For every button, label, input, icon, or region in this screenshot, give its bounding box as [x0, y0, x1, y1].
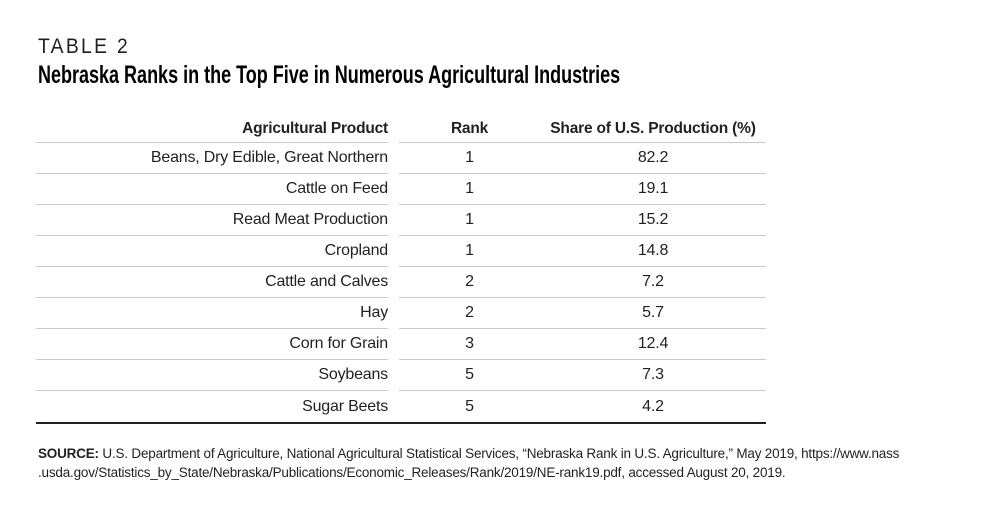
rank-share-group: 5 4.2 [399, 391, 766, 422]
table-kicker: TABLE 2 [38, 35, 130, 58]
rank-cell: 3 [465, 335, 474, 352]
column-gap [388, 391, 399, 422]
column-header-product: Agricultural Product [36, 115, 388, 143]
column-gap [388, 236, 399, 267]
table-row: Cropland 1 14.8 [36, 236, 766, 267]
product-cell: Cattle on Feed [36, 174, 388, 205]
table-row: Cattle on Feed 1 19.1 [36, 174, 766, 205]
share-cell: 12.4 [637, 335, 669, 352]
rank-share-group: 1 15.2 [399, 205, 766, 236]
share-cell: 5.7 [642, 304, 664, 321]
rank-share-group: 5 7.3 [399, 360, 766, 391]
table-row: Corn for Grain 3 12.4 [36, 329, 766, 360]
rank-cell: 1 [465, 211, 474, 228]
share-cell: 4.2 [642, 397, 664, 415]
product-cell: Beans, Dry Edible, Great Northern [36, 143, 388, 174]
rank-share-group: 1 19.1 [399, 174, 766, 205]
source-label: SOURCE: [38, 446, 99, 461]
rank-share-group: 1 82.2 [399, 143, 766, 174]
product-cell: Sugar Beets [302, 397, 388, 415]
table-body: Beans, Dry Edible, Great Northern 1 82.2… [36, 143, 766, 424]
rank-cell: 1 [465, 242, 474, 259]
source-line1: U.S. Department of Agriculture, National… [102, 446, 900, 461]
data-table: Agricultural Product Rank Share of U.S. … [36, 115, 766, 424]
table-row: Hay 2 5.7 [36, 298, 766, 329]
rank-cell: 5 [465, 366, 474, 383]
column-gap [388, 205, 399, 236]
table-row: Sugar Beets 5 4.2 [36, 391, 766, 424]
table-row: Soybeans 5 7.3 [36, 360, 766, 391]
rank-cell: 2 [465, 304, 474, 321]
share-cell: 19.1 [637, 180, 669, 197]
product-cell: Hay [36, 298, 388, 329]
column-gap [388, 298, 399, 329]
rank-share-group: 2 5.7 [399, 298, 766, 329]
column-gap [388, 267, 399, 298]
source-line2: .usda.gov/Statistics_by_State/Nebraska/P… [38, 465, 786, 480]
column-gap [388, 143, 399, 174]
table-row: Beans, Dry Edible, Great Northern 1 82.2 [36, 143, 766, 174]
rank-share-group: 2 7.2 [399, 267, 766, 298]
product-cell: Cropland [36, 236, 388, 267]
table-row: Read Meat Production 1 15.2 [36, 205, 766, 236]
column-header-rank: Rank [450, 119, 489, 137]
table-row: Cattle and Calves 2 7.2 [36, 267, 766, 298]
rank-cell: 5 [465, 397, 474, 415]
share-cell: 82.2 [637, 149, 669, 166]
share-cell: 15.2 [637, 211, 669, 228]
share-cell: 14.8 [637, 242, 669, 259]
source-note: SOURCE: U.S. Department of Agriculture, … [38, 444, 899, 482]
product-cell: Corn for Grain [36, 329, 388, 360]
product-cell: Soybeans [36, 360, 388, 391]
header-rank-share-group: Rank Share of U.S. Production (%) [399, 115, 766, 143]
table-header-row: Agricultural Product Rank Share of U.S. … [36, 115, 766, 143]
column-gap [388, 115, 399, 143]
rank-cell: 1 [465, 149, 474, 166]
product-cell: Read Meat Production [36, 205, 388, 236]
share-cell: 7.2 [642, 273, 664, 290]
table-title: Nebraska Ranks in the Top Five in Numero… [38, 61, 621, 89]
share-cell: 7.3 [642, 366, 664, 383]
rank-cell: 2 [465, 273, 474, 290]
product-cell: Cattle and Calves [36, 267, 388, 298]
rank-share-group: 1 14.8 [399, 236, 766, 267]
column-header-share: Share of U.S. Production (%) [550, 119, 756, 137]
column-gap [388, 174, 399, 205]
rank-share-group: 3 12.4 [399, 329, 766, 360]
rank-cell: 1 [465, 180, 474, 197]
column-gap [388, 360, 399, 391]
column-gap [388, 329, 399, 360]
